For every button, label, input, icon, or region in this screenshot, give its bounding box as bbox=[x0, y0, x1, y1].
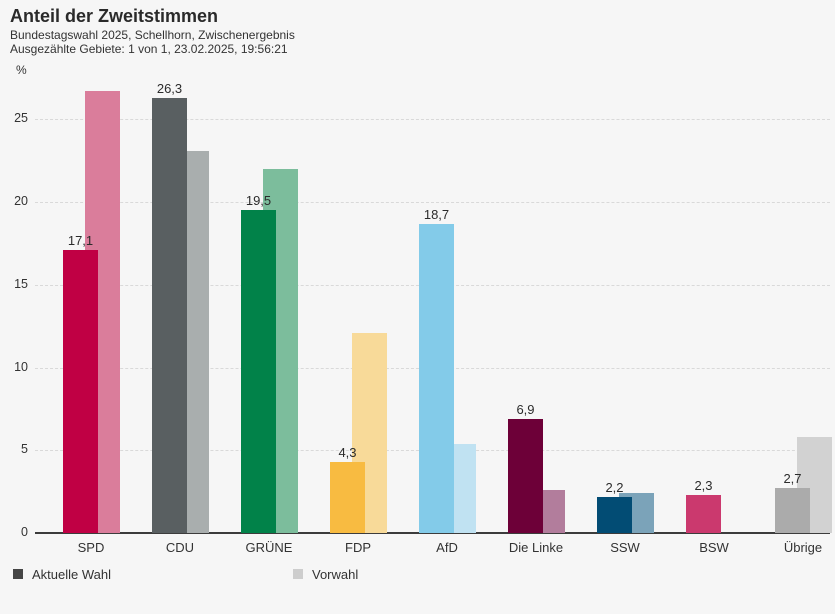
x-axis-label-fdp: FDP bbox=[345, 540, 371, 555]
gridline-20 bbox=[35, 202, 830, 203]
chart-status-line: Ausgezählte Gebiete: 1 von 1, 23.02.2025… bbox=[10, 42, 288, 56]
legend-swatch-previous bbox=[293, 569, 303, 579]
value-label-die-linke: 6,9 bbox=[516, 401, 535, 417]
y-axis-tick-15: 15 bbox=[14, 276, 28, 291]
legend-label-previous: Vorwahl bbox=[312, 566, 359, 582]
bar-aktuelle-wahl-cdu[interactable] bbox=[152, 97, 187, 533]
value-label-ssw: 2,2 bbox=[605, 479, 624, 495]
x-axis-label-bsw: BSW bbox=[699, 540, 729, 555]
bar-aktuelle-wahl-spd[interactable] bbox=[63, 249, 98, 533]
x-axis-label-ssw: SSW bbox=[610, 540, 640, 555]
x-axis-label-spd: SPD bbox=[77, 540, 105, 555]
value-label-afd: 18,7 bbox=[423, 206, 450, 222]
x-axis-label-afd: AfD bbox=[436, 540, 458, 555]
bar-aktuelle-wahl-gruene[interactable] bbox=[241, 210, 276, 533]
bar-aktuelle-wahl-afd[interactable] bbox=[419, 223, 454, 533]
x-axis-label-uebrige: Übrige bbox=[783, 540, 823, 555]
value-label-cdu: 26,3 bbox=[156, 80, 183, 96]
y-axis-tick-10: 10 bbox=[14, 359, 28, 374]
y-axis-tick-5: 5 bbox=[21, 442, 28, 457]
y-axis-unit-label: % bbox=[16, 63, 27, 77]
legend-item-aktuelle-wahl[interactable]: Aktuelle Wahl bbox=[13, 566, 111, 582]
x-axis-label-die-linke: Die Linke bbox=[508, 540, 564, 555]
value-label-fdp: 4,3 bbox=[338, 444, 357, 460]
value-label-bsw: 2,3 bbox=[694, 477, 713, 493]
bar-aktuelle-wahl-uebrige[interactable] bbox=[775, 488, 810, 533]
value-label-uebrige: 2,7 bbox=[783, 471, 802, 487]
bar-aktuelle-wahl-bsw[interactable] bbox=[686, 494, 721, 533]
gridline-25 bbox=[35, 119, 830, 121]
legend-label-current: Aktuelle Wahl bbox=[32, 566, 111, 582]
bar-aktuelle-wahl-ssw[interactable] bbox=[597, 496, 632, 533]
x-axis-label-cdu: CDU bbox=[165, 540, 195, 555]
y-axis-tick-25: 25 bbox=[14, 111, 28, 126]
legend-swatch-current bbox=[13, 569, 23, 579]
value-label-gruene: 19,5 bbox=[245, 193, 272, 209]
bar-aktuelle-wahl-die-linke[interactable] bbox=[508, 418, 543, 533]
y-axis-tick-20: 20 bbox=[14, 194, 28, 208]
x-axis-label-gruene: GRÜNE bbox=[245, 540, 293, 555]
x-axis-baseline bbox=[35, 532, 830, 534]
page-title: Anteil der Zweitstimmen bbox=[10, 6, 219, 26]
bar-aktuelle-wahl-fdp[interactable] bbox=[330, 461, 365, 533]
legend-item-vorwahl[interactable]: Vorwahl bbox=[293, 566, 358, 582]
value-label-spd: 17,1 bbox=[67, 232, 94, 248]
chart-subtitle: Bundestagswahl 2025, Schellhorn, Zwische… bbox=[10, 28, 295, 42]
y-axis-tick-0: 0 bbox=[21, 525, 28, 539]
